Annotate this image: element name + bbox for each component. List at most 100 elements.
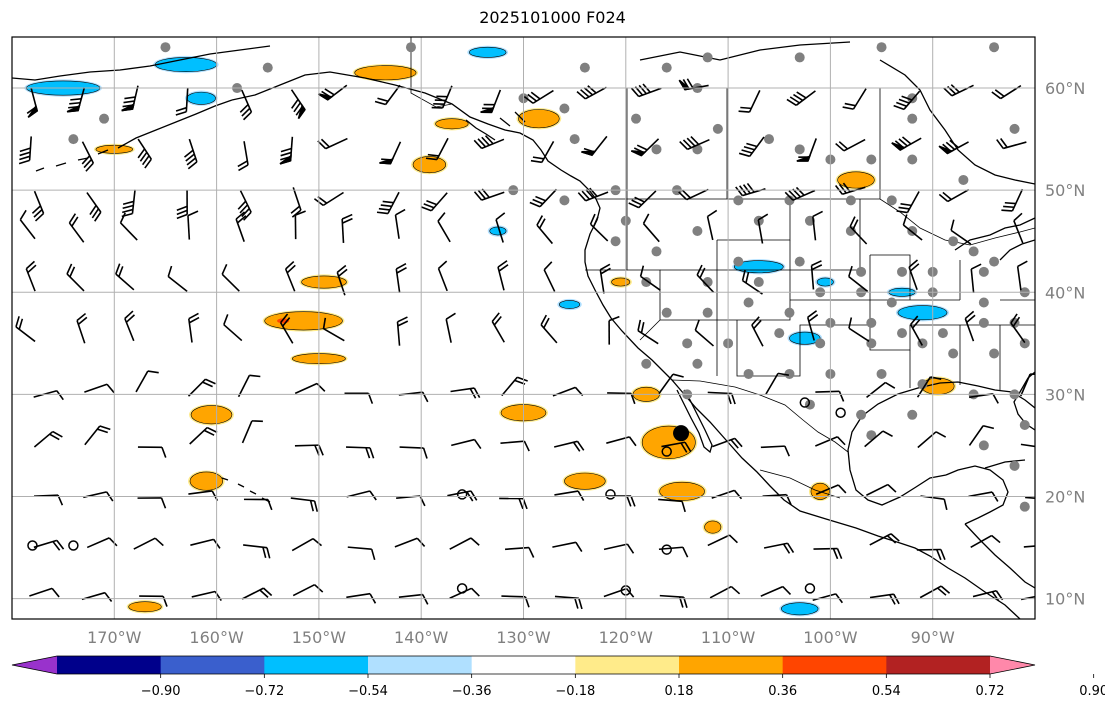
wind-barb: [738, 136, 765, 158]
station-dot: [794, 144, 805, 155]
station-dot: [661, 62, 672, 73]
wind-barb: [815, 390, 845, 402]
colorbar-label: −0.90: [141, 684, 181, 699]
wind-barb: [812, 210, 823, 241]
colorbar-segment: [471, 656, 576, 674]
wind-barb: [608, 315, 620, 345]
colorbar-extend-low: [12, 656, 57, 674]
station-dot: [897, 328, 908, 339]
anomaly-fill: [154, 57, 217, 73]
wind-barb: [607, 392, 636, 405]
wind-barb: [637, 319, 659, 345]
lon-tick-label: 150°W: [292, 628, 347, 647]
station-dot: [794, 256, 805, 267]
wind-barb: [529, 188, 558, 208]
colorbar-outline: [11, 655, 1036, 675]
wind-barb: [996, 138, 1027, 150]
station-dot: [907, 154, 918, 165]
anomaly-fill: [468, 46, 507, 58]
wind-barb: [294, 210, 306, 240]
wind-barb: [84, 383, 115, 394]
wind-barb: [137, 138, 152, 169]
station-dot: [702, 307, 713, 318]
colorbar-segment: [782, 656, 887, 674]
wind-barb: [536, 215, 554, 245]
anomaly-fill: [189, 471, 224, 491]
wind-barb: [543, 261, 556, 292]
lon-tick-label: 170°W: [87, 628, 142, 647]
station-dot: [968, 246, 979, 257]
wind-barb: [576, 85, 607, 100]
wind-barb: [346, 490, 377, 501]
wind-barb: [115, 263, 135, 291]
wind-barb: [243, 498, 273, 511]
wind-barb: [33, 539, 65, 551]
ring-marker: [799, 397, 811, 408]
colorbar-segment: [160, 656, 265, 674]
wind-barb: [176, 190, 188, 220]
wind-barb: [806, 310, 819, 341]
wind-barb: [347, 546, 376, 561]
station-dot: [1019, 501, 1030, 512]
colorbar-segment: [368, 656, 473, 674]
colorbar-label: 0.36: [768, 684, 797, 699]
wind-barb: [1020, 443, 1035, 448]
wind-barb: [86, 192, 102, 222]
wind-barb: [322, 317, 345, 342]
wind-barb: [187, 378, 216, 397]
ring-marker: [68, 540, 79, 551]
wind-barb: [26, 87, 39, 118]
wind-barb: [763, 542, 795, 554]
wind-barb: [279, 313, 294, 344]
wind-barb: [815, 484, 847, 495]
wind-barb: [938, 188, 970, 203]
wind-barb: [290, 89, 306, 120]
wind-barb: [133, 537, 164, 550]
longitude-labels: 170°W 160°W 150°W 140°W 130°W 120°W 110°W 100°W…: [87, 628, 955, 647]
wind-barb: [491, 312, 505, 343]
colorbar-segment: [264, 656, 369, 674]
wind-barb: [239, 89, 253, 121]
wind-barb: [1019, 373, 1035, 397]
station-dot: [978, 317, 989, 328]
station-dot: [733, 195, 744, 206]
wind-barb: [1013, 212, 1024, 244]
anomaly-fill: [611, 277, 631, 287]
wind-barb: [187, 210, 199, 240]
station-dot: [692, 358, 703, 369]
wind-barb: [139, 595, 168, 607]
wind-barb: [864, 430, 893, 448]
wind-barb: [661, 441, 692, 453]
wind-barb: [866, 381, 896, 398]
wind-barb: [554, 490, 585, 501]
station-dot: [1019, 338, 1030, 349]
station-dot: [641, 358, 652, 369]
wind-barb: [1001, 188, 1024, 212]
station-dot: [907, 409, 918, 420]
station-dot: [1009, 123, 1020, 134]
wind-barb: [243, 544, 271, 559]
wind-barb: [815, 436, 846, 447]
lat-tick-label: 50°N: [1045, 181, 1085, 200]
wind-barb: [399, 446, 428, 459]
wind-barb: [712, 437, 743, 449]
anomaly-fill: [564, 472, 606, 490]
wind-barb: [290, 187, 302, 218]
wind-barb: [15, 316, 36, 343]
station-dot: [784, 368, 795, 379]
wind-barb: [599, 263, 611, 294]
station-dot: [651, 144, 662, 155]
wind-barb: [530, 141, 555, 164]
wind-barb: [395, 262, 407, 293]
wind-barb: [124, 310, 136, 342]
wind-barb: [523, 89, 554, 104]
wind-barb: [221, 263, 240, 292]
wind-barb: [919, 585, 951, 599]
colorbar-extend-high: [990, 656, 1035, 674]
wind-barbs: [15, 78, 1035, 610]
political-borders: [410, 37, 1035, 499]
wind-barb: [451, 438, 482, 450]
wind-barb: [603, 543, 635, 554]
wind-barb: [658, 546, 689, 558]
